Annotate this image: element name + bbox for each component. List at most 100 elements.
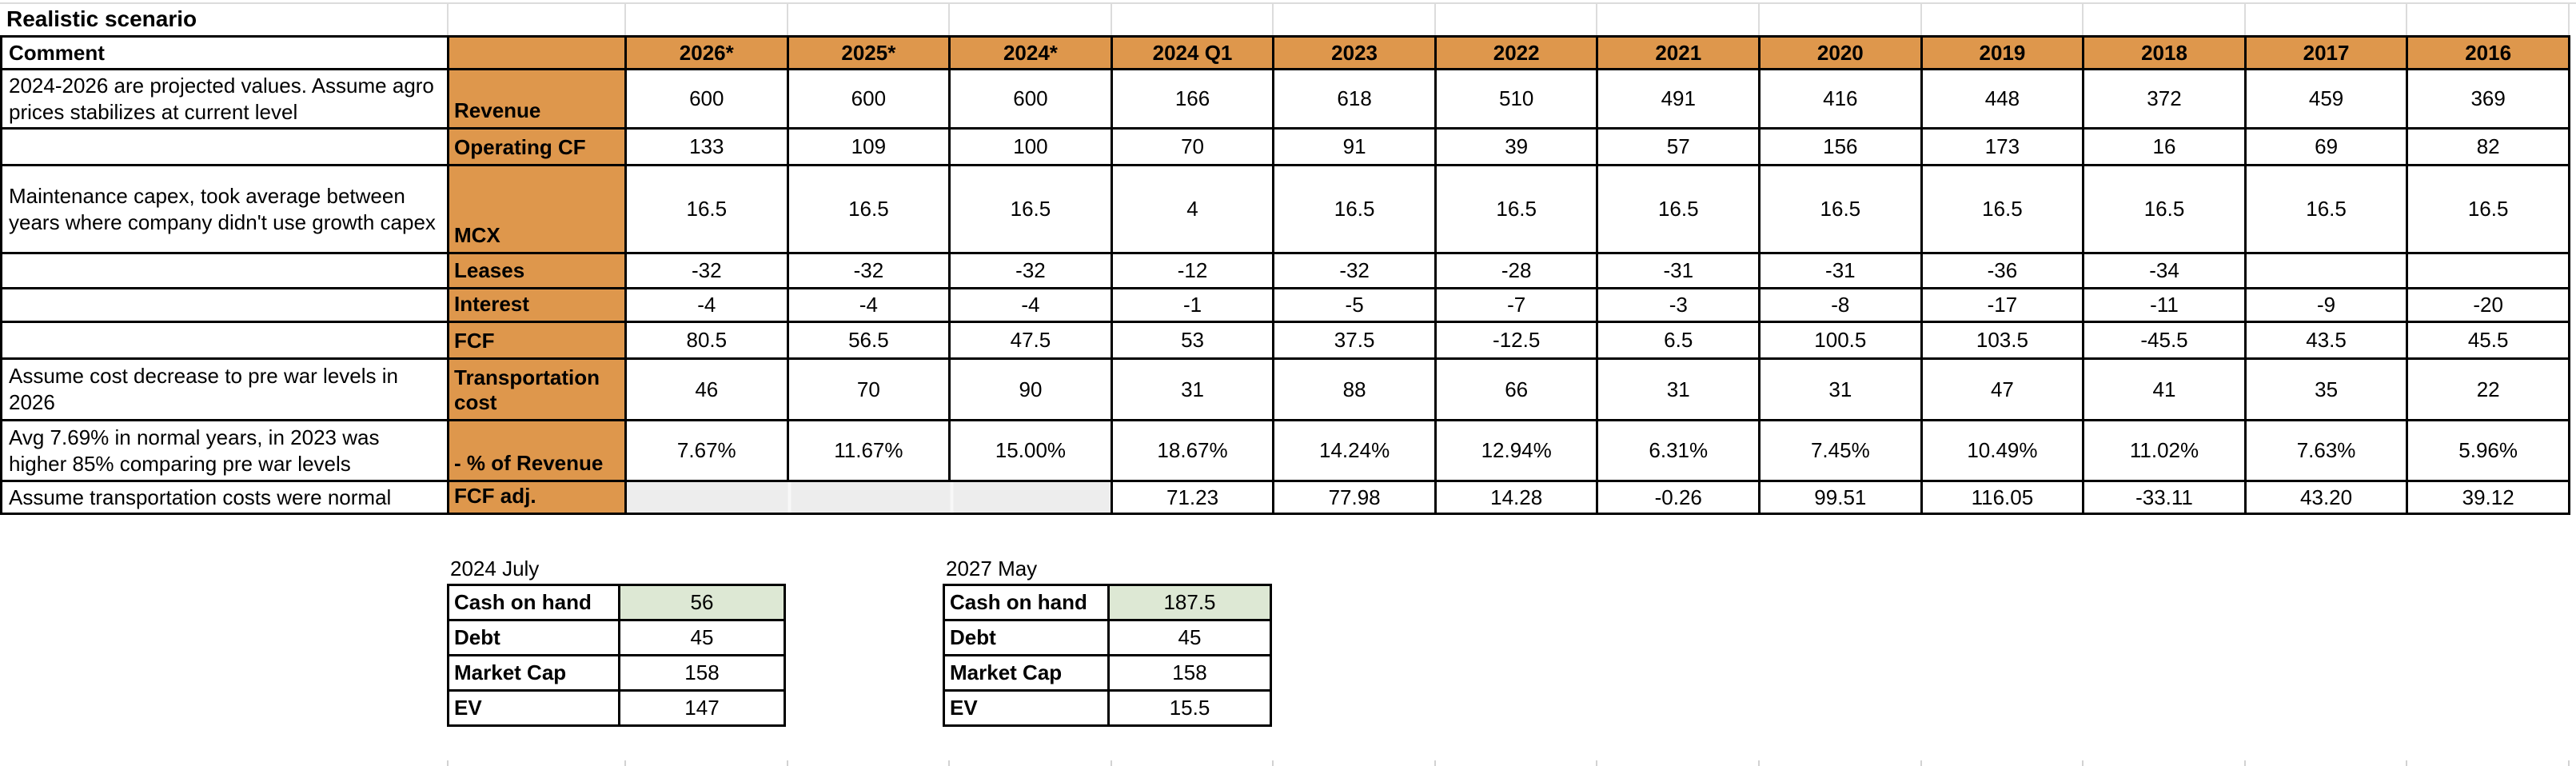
col-header-2016[interactable]: 2016 <box>2406 35 2570 70</box>
cell-transportation-cost-2021[interactable]: 31 <box>1596 357 1761 421</box>
cell-revenue-2016[interactable]: 369 <box>2406 68 2570 130</box>
cell-leases-2024[interactable]: -32 <box>948 252 1113 289</box>
comment-transportation-cost[interactable]: Assume cost decrease to pre war levels i… <box>0 357 449 421</box>
cell-interest-2019[interactable]: -17 <box>1920 287 2085 323</box>
cell-operating-cf-2025[interactable]: 109 <box>786 127 951 166</box>
cell-revenue-2017[interactable]: 459 <box>2243 68 2409 130</box>
cell-transportation-cost-2020[interactable]: 31 <box>1758 357 1923 421</box>
cell-revenue-2020[interactable]: 416 <box>1758 68 1923 130</box>
cell-of-revenue-2026[interactable]: 7.67% <box>624 419 789 482</box>
cell-transportation-cost-2024[interactable]: 90 <box>948 357 1113 421</box>
cell-fcf-adj-2021[interactable]: -0.26 <box>1596 480 1761 515</box>
col-header-2020[interactable]: 2020 <box>1758 35 1923 70</box>
cell-leases-2024-q1[interactable]: -12 <box>1110 252 1275 289</box>
cell-leases-2026[interactable]: -32 <box>624 252 789 289</box>
cell-leases-2021[interactable]: -31 <box>1596 252 1761 289</box>
cell-operating-cf-2020[interactable]: 156 <box>1758 127 1923 166</box>
comment-fcf[interactable] <box>0 321 449 360</box>
cell-interest-2024-q1[interactable]: -1 <box>1110 287 1275 323</box>
cell-transportation-cost-2023[interactable]: 88 <box>1272 357 1437 421</box>
label-column-header-cell[interactable] <box>447 35 627 70</box>
cell-mcx-2022[interactable]: 16.5 <box>1434 164 1599 254</box>
cell-operating-cf-2019[interactable]: 173 <box>1920 127 2085 166</box>
cell-of-revenue-2024[interactable]: 15.00% <box>948 419 1113 482</box>
cell-interest-2023[interactable]: -5 <box>1272 287 1437 323</box>
cell-fcf-2020[interactable]: 100.5 <box>1758 321 1923 360</box>
cell-of-revenue-2019[interactable]: 10.49% <box>1920 419 2085 482</box>
comment-operating-cf[interactable] <box>0 127 449 166</box>
row-label-mcx[interactable]: MCX <box>447 164 627 254</box>
cell-leases-2023[interactable]: -32 <box>1272 252 1437 289</box>
row-label-fcf-adj[interactable]: FCF adj. <box>447 480 627 515</box>
col-header-2019[interactable]: 2019 <box>1920 35 2085 70</box>
col-header-2022[interactable]: 2022 <box>1434 35 1599 70</box>
cell-mcx-2019[interactable]: 16.5 <box>1920 164 2085 254</box>
cell-operating-cf-2017[interactable]: 69 <box>2243 127 2409 166</box>
comment-leases[interactable] <box>0 252 449 289</box>
cell-fcf-adj-2023[interactable]: 77.98 <box>1272 480 1437 515</box>
cell-transportation-cost-2026[interactable]: 46 <box>624 357 789 421</box>
cell-transportation-cost-2017[interactable]: 35 <box>2243 357 2409 421</box>
cell-fcf-adj-2022[interactable]: 14.28 <box>1434 480 1599 515</box>
cell-fcf-2022[interactable]: -12.5 <box>1434 321 1599 360</box>
cell-transportation-cost-2019[interactable]: 47 <box>1920 357 2085 421</box>
summary-value-debt[interactable]: 45 <box>618 619 786 656</box>
cell-of-revenue-2024-q1[interactable]: 18.67% <box>1110 419 1275 482</box>
col-header-2017[interactable]: 2017 <box>2243 35 2409 70</box>
col-header-2021[interactable]: 2021 <box>1596 35 1761 70</box>
row-label-operating-cf[interactable]: Operating CF <box>447 127 627 166</box>
cell-interest-2017[interactable]: -9 <box>2243 287 2409 323</box>
cell-interest-2022[interactable]: -7 <box>1434 287 1599 323</box>
cell-fcf-adj-2016[interactable]: 39.12 <box>2406 480 2570 515</box>
scenario-title-cell[interactable]: Realistic scenario <box>0 3 447 35</box>
comment-mcx[interactable]: Maintenance capex, took average between … <box>0 164 449 254</box>
cell-operating-cf-2022[interactable]: 39 <box>1434 127 1599 166</box>
row-label-leases[interactable]: Leases <box>447 252 627 289</box>
summary-label-market-cap[interactable]: Market Cap <box>943 654 1110 692</box>
cell-mcx-2016[interactable]: 16.5 <box>2406 164 2570 254</box>
summary-label-ev[interactable]: EV <box>943 689 1110 727</box>
cell-transportation-cost-2024-q1[interactable]: 31 <box>1110 357 1275 421</box>
cell-of-revenue-2023[interactable]: 14.24% <box>1272 419 1437 482</box>
comment-of-revenue[interactable]: Avg 7.69% in normal years, in 2023 was h… <box>0 419 449 482</box>
cell-mcx-2021[interactable]: 16.5 <box>1596 164 1761 254</box>
summary-value-ev[interactable]: 147 <box>618 689 786 727</box>
cell-leases-2022[interactable]: -28 <box>1434 252 1599 289</box>
cell-of-revenue-2021[interactable]: 6.31% <box>1596 419 1761 482</box>
row-label-of-revenue[interactable]: - % of Revenue <box>447 419 627 482</box>
cell-mcx-2024-q1[interactable]: 4 <box>1110 164 1275 254</box>
summary-label-cash-on-hand[interactable]: Cash on hand <box>447 584 620 621</box>
cell-interest-2025[interactable]: -4 <box>786 287 951 323</box>
cell-transportation-cost-2018[interactable]: 41 <box>2082 357 2247 421</box>
cell-transportation-cost-2016[interactable]: 22 <box>2406 357 2570 421</box>
cell-leases-2019[interactable]: -36 <box>1920 252 2085 289</box>
col-header-2025[interactable]: 2025* <box>786 35 951 70</box>
cell-revenue-2022[interactable]: 510 <box>1434 68 1599 130</box>
summary-label-debt[interactable]: Debt <box>447 619 620 656</box>
cell-interest-2016[interactable]: -20 <box>2406 287 2570 323</box>
summary-value-cash-on-hand[interactable]: 187.5 <box>1107 584 1272 621</box>
row-label-interest[interactable]: Interest <box>447 287 627 323</box>
cell-revenue-2026[interactable]: 600 <box>624 68 789 130</box>
cell-operating-cf-2021[interactable]: 57 <box>1596 127 1761 166</box>
cell-mcx-2023[interactable]: 16.5 <box>1272 164 1437 254</box>
summary-label-ev[interactable]: EV <box>447 689 620 727</box>
cell-of-revenue-2020[interactable]: 7.45% <box>1758 419 1923 482</box>
row-label-transportation-cost[interactable]: Transportation cost <box>447 357 627 421</box>
cell-revenue-2019[interactable]: 448 <box>1920 68 2085 130</box>
summary-title-2024-july[interactable]: 2024 July <box>450 557 540 580</box>
summary-label-market-cap[interactable]: Market Cap <box>447 654 620 692</box>
cell-interest-2020[interactable]: -8 <box>1758 287 1923 323</box>
cell-fcf-2018[interactable]: -45.5 <box>2082 321 2247 360</box>
comment-header-cell[interactable]: Comment <box>0 35 449 70</box>
cell-leases-2020[interactable]: -31 <box>1758 252 1923 289</box>
col-header-2026[interactable]: 2026* <box>624 35 789 70</box>
cell-fcf-adj-2024-q1[interactable]: 71.23 <box>1110 480 1275 515</box>
cell-of-revenue-2018[interactable]: 11.02% <box>2082 419 2247 482</box>
cell-fcf-adj-2020[interactable]: 99.51 <box>1758 480 1923 515</box>
cell-of-revenue-2025[interactable]: 11.67% <box>786 419 951 482</box>
cell-fcf-2024-q1[interactable]: 53 <box>1110 321 1275 360</box>
row-label-fcf[interactable]: FCF <box>447 321 627 360</box>
cell-fcf-2024[interactable]: 47.5 <box>948 321 1113 360</box>
cell-fcf-2023[interactable]: 37.5 <box>1272 321 1437 360</box>
